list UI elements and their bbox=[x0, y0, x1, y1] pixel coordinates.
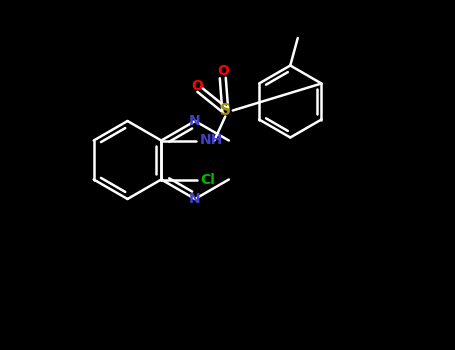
Text: NH: NH bbox=[199, 133, 222, 147]
Text: O: O bbox=[217, 64, 229, 78]
Text: Cl: Cl bbox=[200, 173, 215, 187]
Text: N: N bbox=[189, 114, 201, 128]
Text: O: O bbox=[192, 78, 203, 92]
Text: N: N bbox=[189, 192, 201, 206]
Text: S: S bbox=[220, 103, 231, 118]
